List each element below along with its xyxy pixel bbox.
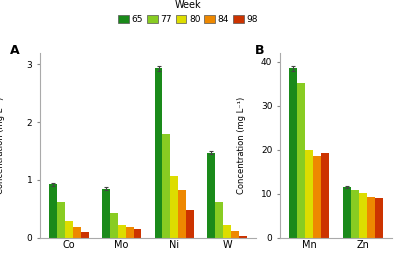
Bar: [126, 227, 134, 238]
Bar: [223, 225, 231, 238]
Bar: [73, 227, 81, 238]
Bar: [375, 198, 383, 238]
Bar: [231, 231, 239, 238]
Bar: [367, 197, 375, 238]
Bar: [162, 134, 170, 238]
Bar: [321, 153, 329, 238]
Bar: [118, 225, 126, 238]
Bar: [170, 176, 178, 238]
Bar: [110, 213, 118, 238]
Text: B: B: [255, 44, 265, 56]
Text: A: A: [10, 44, 19, 56]
Bar: [289, 68, 297, 238]
Bar: [215, 202, 223, 238]
Bar: [359, 193, 367, 238]
Bar: [102, 188, 110, 238]
Legend: 65, 77, 80, 84, 98: 65, 77, 80, 84, 98: [117, 0, 259, 25]
Bar: [239, 237, 247, 238]
Bar: [207, 153, 215, 238]
Bar: [154, 68, 162, 238]
Bar: [343, 187, 351, 238]
Bar: [81, 232, 89, 238]
Y-axis label: Concentration (mg L⁻¹): Concentration (mg L⁻¹): [238, 97, 246, 194]
Bar: [49, 185, 57, 238]
Y-axis label: Concentration (mg L⁻¹): Concentration (mg L⁻¹): [0, 97, 6, 194]
Bar: [134, 229, 142, 238]
Bar: [65, 221, 73, 238]
Bar: [313, 156, 321, 238]
Bar: [297, 83, 305, 238]
Bar: [57, 202, 65, 238]
Bar: [186, 210, 194, 238]
Bar: [178, 190, 186, 238]
Bar: [305, 150, 313, 238]
Bar: [351, 190, 359, 238]
